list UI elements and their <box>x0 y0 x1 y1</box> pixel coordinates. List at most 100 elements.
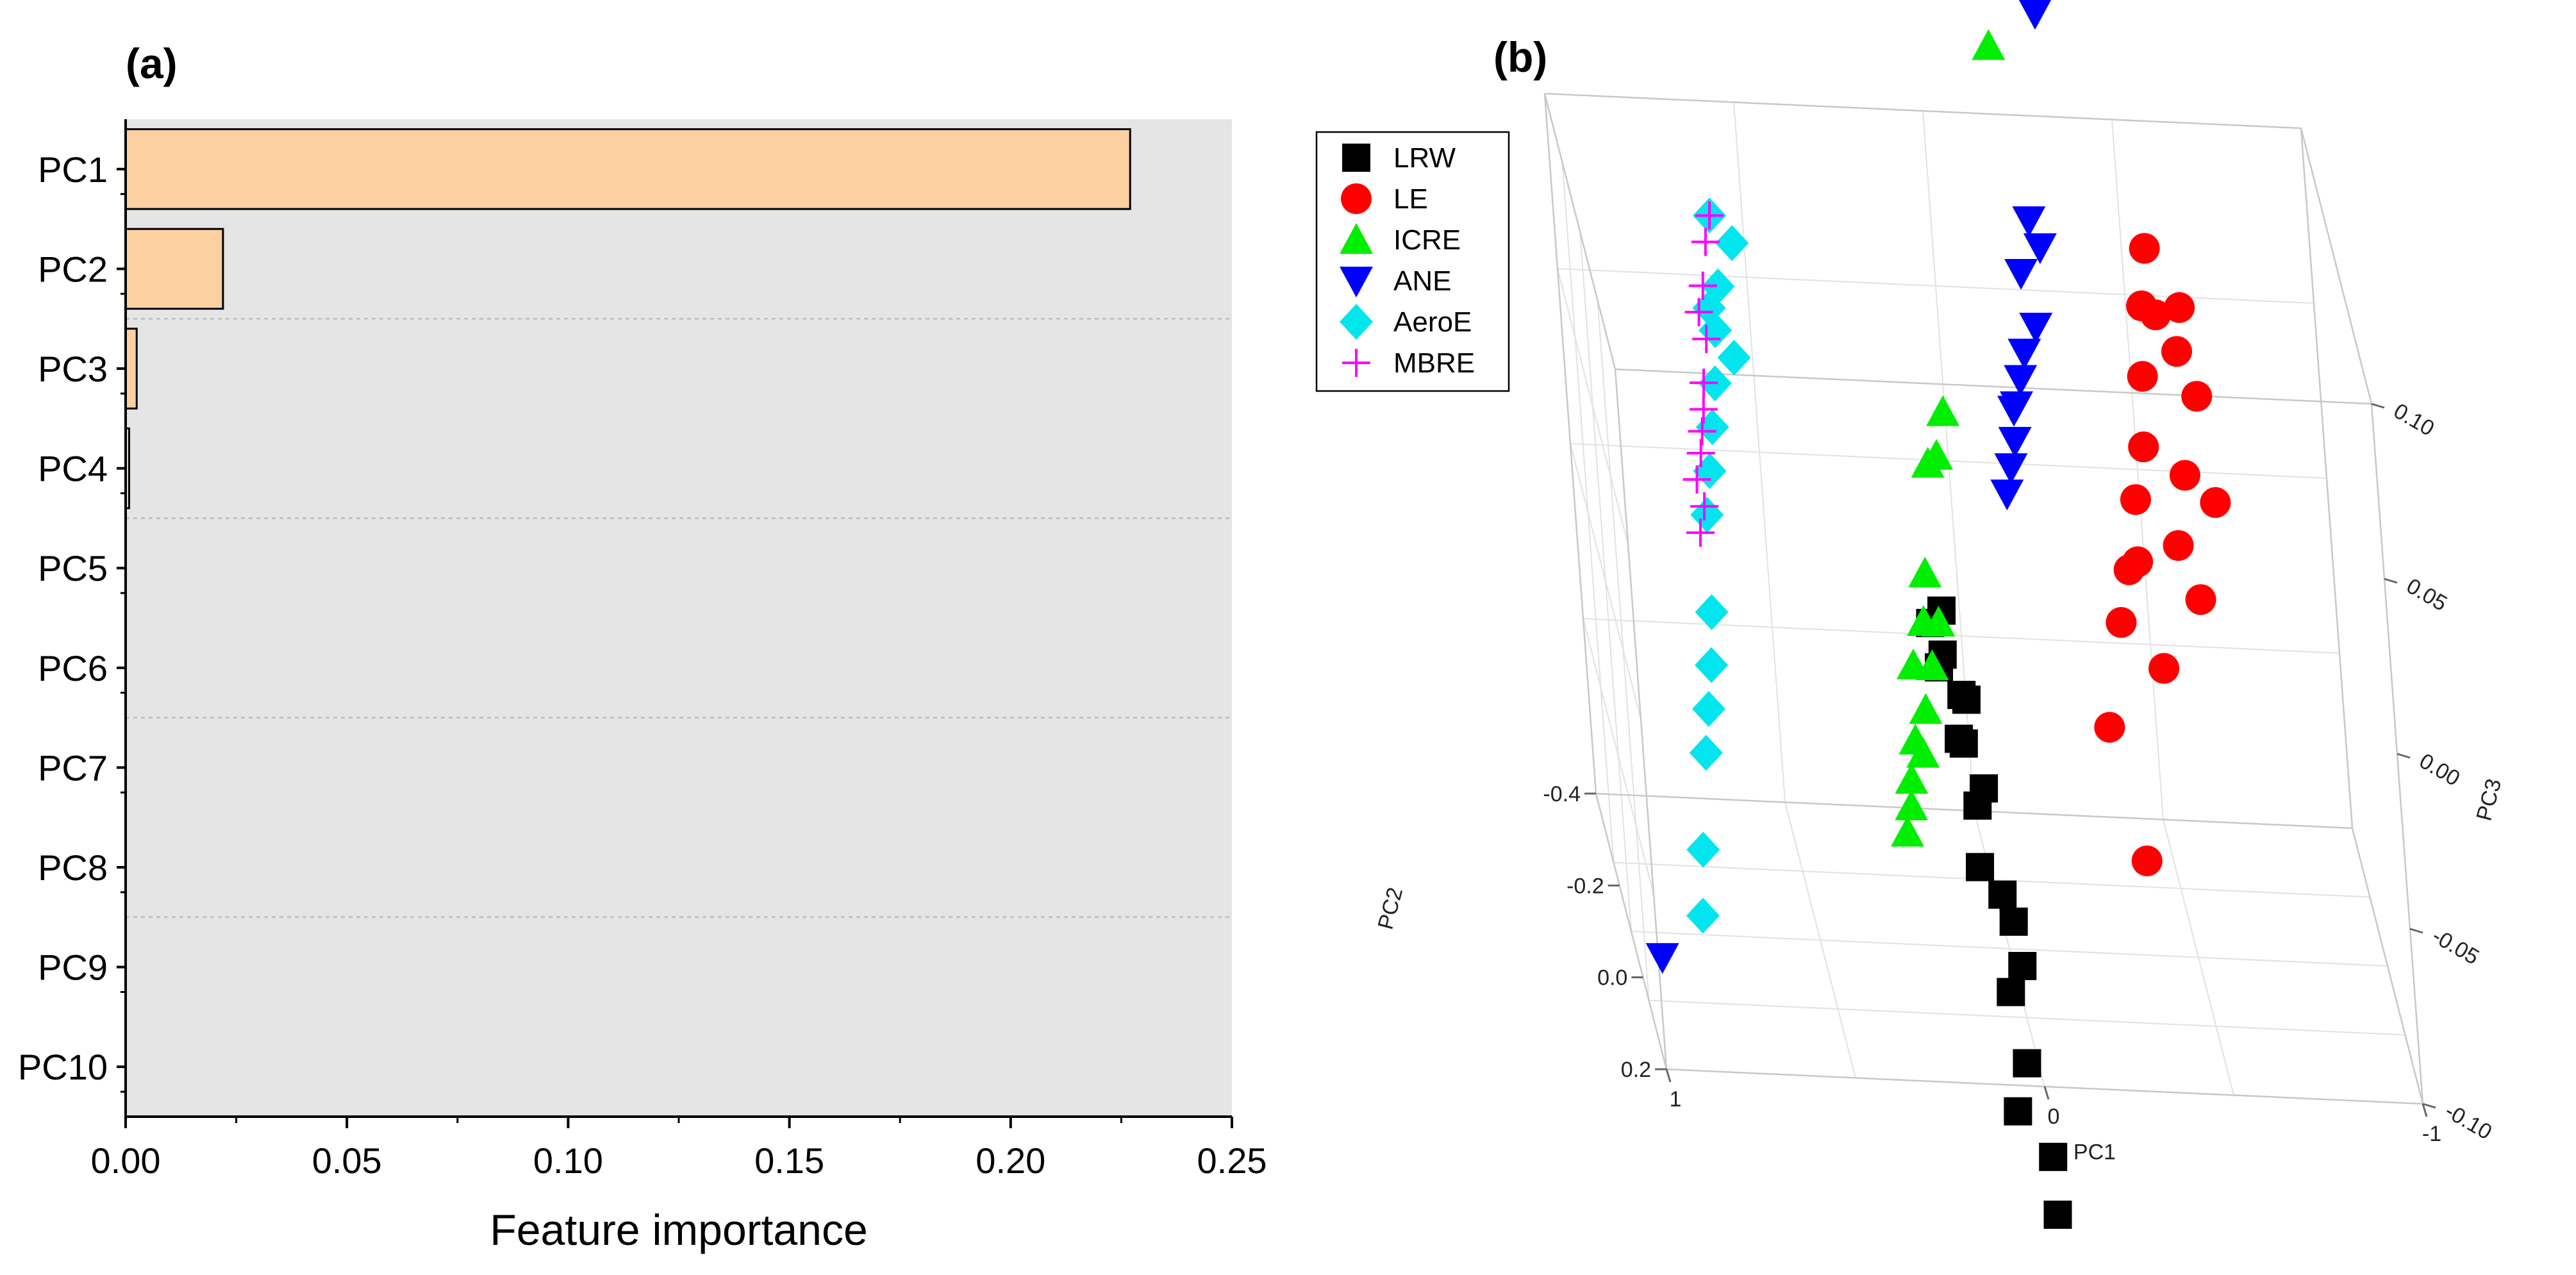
point-aeroe <box>1695 594 1729 630</box>
point-le <box>2129 233 2160 264</box>
point-ane <box>2012 206 2046 237</box>
z-tick-mark <box>2422 1103 2436 1109</box>
point-mbre <box>1690 492 1719 521</box>
z-tick-mark <box>2384 578 2398 584</box>
grid-line <box>2111 119 2164 820</box>
feature-importance-panel: (a) PC1 PC2 PC3 PC4 PC5 PC6 PC7 PC8 PC9 PC10 0.00… <box>18 40 1267 1254</box>
y-tick-label: -0.2 <box>1566 874 1604 898</box>
cube-edge <box>1544 92 2302 129</box>
point-icre <box>1908 556 1942 588</box>
point-le <box>2181 381 2213 412</box>
y-tick-label: PC2 <box>38 249 108 289</box>
point-le <box>2163 529 2194 561</box>
point-icre <box>1895 789 1929 821</box>
legend-marker-aeroe <box>1340 304 1373 340</box>
legend-marker-ane <box>1340 267 1373 297</box>
point-mbre <box>1686 519 1715 547</box>
z-tick-label: 0.05 <box>2402 574 2451 616</box>
point-mbre <box>1688 271 1717 300</box>
point-ane <box>1990 479 2024 511</box>
grid-line <box>1557 268 2314 304</box>
point-ane <box>1998 426 2032 458</box>
x-tick-label: 0.25 <box>1197 1140 1267 1181</box>
y-tick-label: PC9 <box>38 947 108 988</box>
scatter-3d-svg: (b) 1 0 -1 PC1 -0.4 -0.2 0.0 0.2 PC2 0.10 0.05 0.00… <box>1315 0 2506 1229</box>
x-tick-label: 0.15 <box>754 1140 824 1181</box>
grid-line <box>1631 931 2388 967</box>
point-ane <box>2019 312 2053 344</box>
point-aeroe <box>1715 225 1749 262</box>
point-icre <box>1911 447 1945 478</box>
legend-label-aeroe: AeroE <box>1393 306 1472 338</box>
point-mbre <box>1686 438 1715 467</box>
panel-b-label: (b) <box>1493 33 1547 81</box>
legend-label-icre: ICRE <box>1393 224 1461 256</box>
point-lrw <box>2043 1200 2072 1229</box>
point-icre <box>1909 693 1943 724</box>
point-mbre <box>1684 297 1713 326</box>
point-le <box>2164 292 2195 323</box>
y-tick-label: -0.4 <box>1543 782 1581 806</box>
point-le <box>2131 845 2163 876</box>
y-axis-ticks: PC1 PC2 PC3 PC4 PC5 PC6 PC7 PC8 PC9 PC10 <box>18 149 126 1093</box>
point-le <box>2200 487 2231 518</box>
x-tick-mark <box>2043 1086 2050 1100</box>
point-le <box>2169 460 2200 491</box>
cube-edge <box>1543 93 1616 370</box>
point-icre <box>1915 649 1949 681</box>
point-ane <box>1994 453 2028 485</box>
y-tick-label: PC5 <box>38 548 108 588</box>
x-tick-label: 0.10 <box>533 1140 603 1181</box>
legend-marker-mbre <box>1342 349 1370 377</box>
point-ane <box>1645 943 1679 974</box>
point-le <box>2106 607 2137 638</box>
point-icre <box>1891 815 1925 847</box>
point-icre <box>1895 763 1929 794</box>
y-tick-label: PC6 <box>38 648 108 688</box>
x-tick-label: 0.00 <box>91 1140 161 1181</box>
point-aeroe <box>1692 290 1726 326</box>
bar-pc3 <box>124 328 138 410</box>
z-tick-mark <box>2371 403 2385 409</box>
point-le <box>2120 484 2151 515</box>
point-aeroe <box>1689 735 1723 771</box>
point-lrw <box>1999 907 2028 936</box>
x-tick-label: 1 <box>1670 1087 1682 1112</box>
grid-line <box>1649 999 2406 1036</box>
grid-line <box>1570 443 2327 479</box>
point-ane <box>2007 338 2041 370</box>
point-ane <box>2004 365 2038 396</box>
point-le <box>2128 431 2159 463</box>
point-icre <box>1926 395 1960 426</box>
point-le <box>2185 584 2216 615</box>
point-lrw <box>2004 1097 2032 1126</box>
point-lrw <box>1945 724 1974 753</box>
point-icre <box>1906 737 1940 768</box>
point-lrw <box>2039 1142 2068 1171</box>
point-mbre <box>1689 395 1718 424</box>
pca-3d-scatter-panel: (b) 1 0 -1 PC1 -0.4 -0.2 0.0 0.2 PC2 0.10 0.05 0.00… <box>1288 0 2576 1275</box>
z-tick-mark <box>2409 928 2423 934</box>
point-aeroe <box>1690 497 1724 533</box>
point-ane <box>2018 0 2052 30</box>
z-tick-label: -0.05 <box>2428 924 2483 970</box>
point-le <box>2140 299 2172 331</box>
point-lrw <box>1963 791 1992 820</box>
y-axis-title: PC2 <box>1373 885 1408 932</box>
bar-pc2 <box>124 228 224 310</box>
cube-edge <box>1543 93 1597 794</box>
z-tick-mark <box>2397 753 2411 759</box>
point-aeroe <box>1717 339 1751 376</box>
legend: LRW LE ICRE ANE AeroE MBRE <box>1315 131 1510 392</box>
x-axis-title: PC1 <box>2073 1140 2116 1164</box>
y-tick-label: 0.2 <box>1621 1058 1651 1082</box>
point-icre <box>1972 29 2006 60</box>
point-ane <box>2004 259 2038 290</box>
y-tick-label: PC4 <box>38 449 108 489</box>
legend-marker-le <box>1341 183 1372 214</box>
x-tick-label: 0.20 <box>976 1140 1045 1181</box>
legend-marker-lrw <box>1342 144 1370 172</box>
plot-area-background <box>126 119 1232 1117</box>
y-tick-label: PC7 <box>38 747 108 788</box>
x-tick-label: -1 <box>2422 1122 2441 1146</box>
